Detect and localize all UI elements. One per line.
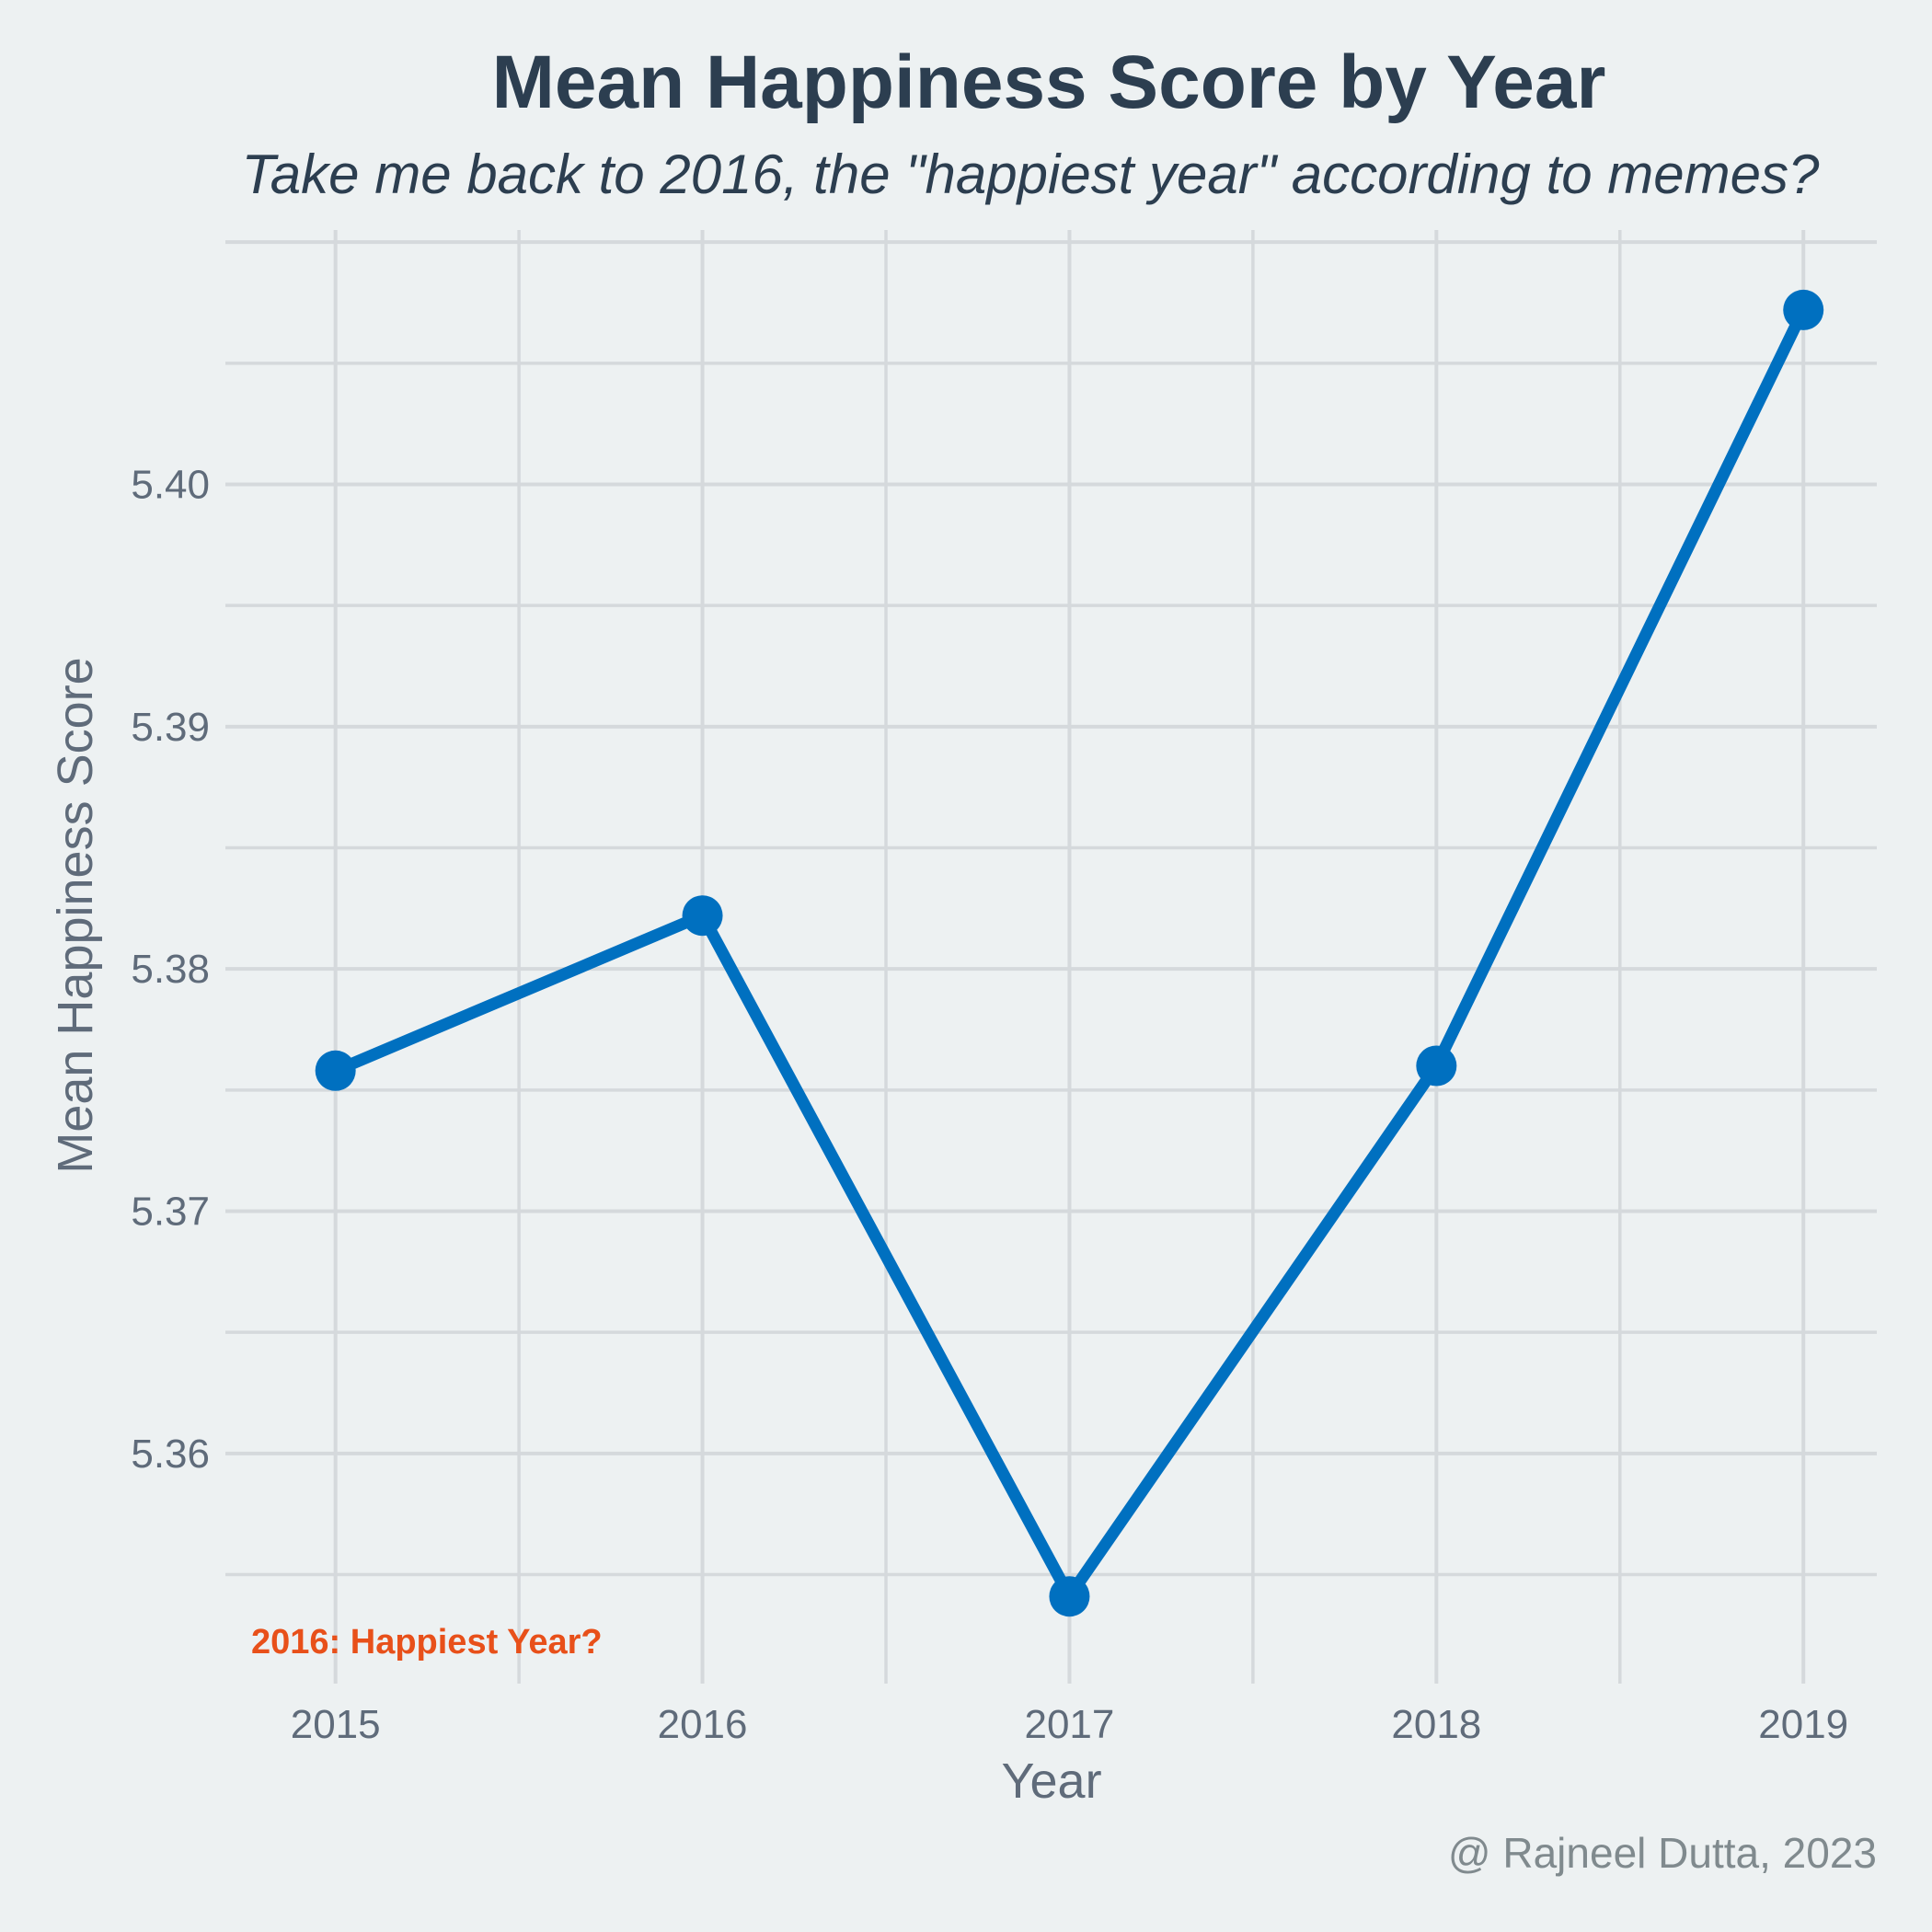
data-point-2017 [1049, 1576, 1090, 1617]
data-point-2016 [682, 895, 723, 937]
y-tick-label-5.40: 5.40 [131, 463, 210, 508]
x-axis-ticks: 2015 2016 2017 2018 2019 [291, 1702, 1848, 1747]
chart-caption: @ Rajneel Dutta, 2023 [1448, 1829, 1877, 1877]
x-tick-label-2019: 2019 [1758, 1702, 1848, 1747]
y-axis-ticks: 5.36 5.37 5.38 5.39 5.40 [131, 463, 210, 1477]
data-points [315, 289, 1824, 1617]
annotation-happiest-year: 2016: Happiest Year? [251, 1623, 603, 1662]
y-tick-label-5.36: 5.36 [131, 1432, 210, 1477]
y-axis-title: Mean Happiness Score [48, 657, 103, 1173]
y-tick-label-5.39: 5.39 [131, 705, 210, 750]
x-tick-label-2018: 2018 [1391, 1702, 1481, 1747]
chart-subtitle: Take me back to 2016, the "happiest year… [242, 144, 1820, 205]
x-tick-label-2015: 2015 [291, 1702, 381, 1747]
y-tick-label-5.37: 5.37 [131, 1190, 210, 1235]
data-point-2015 [315, 1050, 356, 1091]
x-tick-label-2016: 2016 [658, 1702, 748, 1747]
data-point-2019 [1783, 289, 1824, 330]
chart-title: Mean Happiness Score by Year [492, 40, 1606, 124]
data-point-2018 [1416, 1045, 1457, 1087]
y-tick-label-5.38: 5.38 [131, 947, 210, 992]
x-axis-title: Year [1001, 1754, 1101, 1809]
grid [225, 230, 1877, 1684]
x-tick-label-2017: 2017 [1024, 1702, 1114, 1747]
